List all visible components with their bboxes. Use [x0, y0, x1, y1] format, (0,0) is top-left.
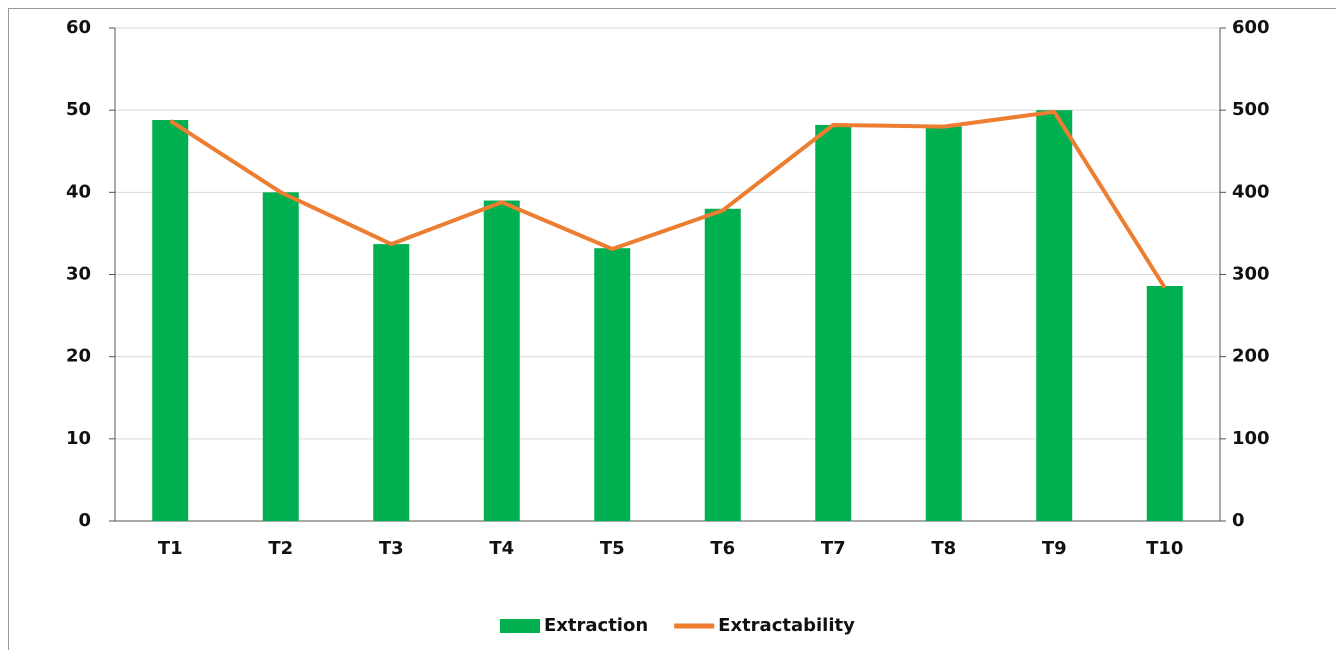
- y-tick-label: 50: [66, 99, 91, 120]
- x-tick-label: T10: [1146, 538, 1183, 559]
- bar: [925, 126, 962, 521]
- y-tick-label: 0: [78, 510, 91, 531]
- x-tick-label: T7: [821, 538, 846, 559]
- y2-tick-label: 600: [1232, 17, 1270, 38]
- x-tick-label: T3: [379, 538, 404, 559]
- x-tick-label: T9: [1042, 538, 1067, 559]
- x-tick-label: T5: [600, 538, 625, 559]
- x-tick-label: T4: [489, 538, 514, 559]
- bar: [1146, 286, 1183, 521]
- y2-tick-label: 300: [1232, 264, 1270, 285]
- bar: [483, 200, 520, 522]
- y2-tick-label: 400: [1232, 181, 1270, 202]
- y-tick-label: 60: [66, 17, 91, 38]
- y-tick-label: 10: [66, 428, 91, 449]
- x-tick-label: T8: [931, 538, 956, 559]
- bar: [262, 192, 299, 522]
- y-tick-label: 20: [66, 346, 91, 367]
- y2-tick-label: 500: [1232, 99, 1270, 120]
- y2-tick-label: 200: [1232, 346, 1270, 367]
- line: [169, 109, 1167, 289]
- bar: [152, 120, 189, 521]
- x-tick-label: T6: [710, 538, 735, 559]
- bar: [704, 208, 741, 521]
- y2-tick-label: 100: [1232, 428, 1270, 449]
- bar: [373, 244, 410, 521]
- x-tick-label: T1: [158, 538, 183, 559]
- y-tick-label: 30: [66, 264, 91, 285]
- bar: [815, 124, 852, 521]
- bar: [1036, 110, 1073, 522]
- legend-swatch: [500, 619, 540, 633]
- legend-label: Extraction: [544, 615, 648, 636]
- legend-label: Extractability: [718, 615, 855, 636]
- y2-tick-label: 0: [1232, 510, 1245, 531]
- y-tick-label: 40: [66, 181, 91, 202]
- bar: [594, 248, 631, 521]
- frame: [8, 8, 1336, 650]
- x-tick-label: T2: [268, 538, 293, 559]
